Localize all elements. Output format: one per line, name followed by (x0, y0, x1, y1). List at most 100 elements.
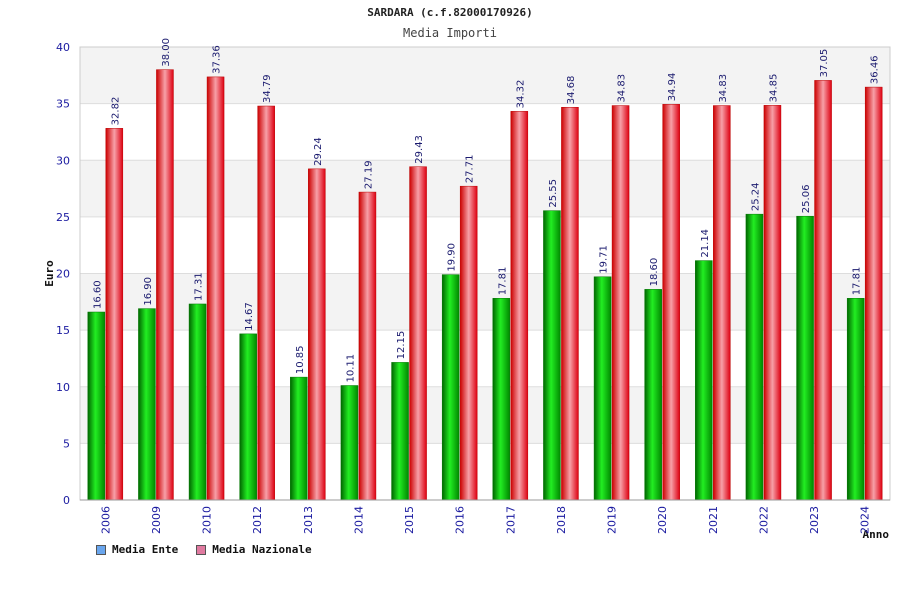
data-label: 25.24 (750, 183, 761, 212)
x-tick-label: 2024 (859, 506, 872, 534)
data-label: 17.31 (194, 272, 205, 301)
data-label: 19.71 (599, 245, 610, 274)
bar-media-ente-2009 (138, 308, 156, 501)
x-tick-label: 2012 (251, 506, 264, 534)
bar-media-nazionale-2023 (814, 80, 832, 501)
chart-title: SARDARA (c.f.82000170926) (367, 6, 533, 19)
legend: Media Ente Media Nazionale (96, 543, 312, 556)
x-tick-label: 2022 (757, 506, 770, 534)
y-tick-label: 30 (56, 154, 70, 167)
bar-media-ente-2024 (846, 298, 865, 501)
x-tick-label: 2013 (302, 506, 315, 534)
x-tick-label: 2020 (656, 506, 669, 534)
y-tick-label: 35 (56, 98, 70, 111)
data-label: 19.90 (447, 243, 458, 272)
data-label: 16.90 (143, 277, 154, 306)
bar-media-ente-2020 (644, 289, 662, 501)
data-label: 21.14 (700, 229, 711, 258)
bar-media-nazionale-2016 (459, 185, 478, 501)
bar-media-nazionale-2009 (156, 69, 174, 501)
bar-media-nazionale-2013 (308, 168, 326, 501)
data-label: 18.60 (649, 258, 660, 287)
data-label: 16.60 (92, 280, 103, 309)
data-label: 34.85 (768, 74, 779, 103)
data-label: 29.43 (414, 135, 425, 164)
data-label: 14.67 (244, 302, 255, 331)
bar-media-ente-2012 (239, 333, 257, 501)
data-label: 36.46 (870, 55, 881, 84)
bar-media-nazionale-2020 (662, 104, 680, 501)
x-tick-label: 2014 (352, 506, 365, 534)
data-label: 34.83 (617, 74, 628, 103)
y-tick-label: 40 (56, 41, 70, 54)
y-axis-label: Euro (43, 260, 56, 287)
legend-item-media-nazionale: Media Nazionale (196, 543, 312, 556)
data-label: 38.00 (161, 38, 172, 67)
bar-media-ente-2013 (290, 376, 308, 501)
x-tick-label: 2023 (808, 506, 821, 534)
x-tick-label: 2017 (504, 506, 517, 534)
bar-media-ente-2006 (87, 311, 106, 501)
bar-media-nazionale-2019 (611, 105, 630, 501)
chart-subtitle: Media Importi (403, 26, 497, 40)
x-tick-label: 2006 (99, 506, 112, 534)
y-tick-label: 25 (56, 211, 70, 224)
data-label: 27.19 (363, 160, 374, 189)
x-tick-label: 2018 (555, 506, 568, 534)
bar-media-ente-2016 (441, 274, 460, 501)
bar-media-ente-2019 (593, 276, 612, 501)
data-label: 34.79 (262, 74, 273, 103)
legend-label-media-ente: Media Ente (112, 543, 179, 556)
y-tick-label: 5 (63, 437, 70, 450)
legend-label-media-nazionale: Media Nazionale (212, 543, 312, 556)
bar-media-nazionale-2006 (105, 128, 124, 501)
bar-media-nazionale-2015 (409, 166, 427, 501)
x-tick-label: 2021 (707, 506, 720, 534)
y-tick-label: 20 (56, 268, 70, 281)
data-label: 25.06 (801, 185, 812, 214)
bar-media-ente-2021 (695, 260, 713, 501)
legend-swatch-media-nazionale (196, 544, 207, 555)
x-tick-label: 2016 (454, 506, 467, 534)
data-label: 37.36 (212, 45, 223, 74)
bar-media-ente-2017 (492, 298, 511, 501)
bar-media-ente-2014 (340, 385, 359, 501)
y-tick-label: 0 (63, 494, 70, 507)
x-tick-label: 2010 (201, 506, 214, 534)
bar-media-nazionale-2014 (358, 191, 377, 501)
y-tick-label: 10 (56, 381, 70, 394)
data-label: 34.83 (718, 74, 729, 103)
bar-media-ente-2022 (745, 213, 764, 501)
bar-media-nazionale-2024 (864, 86, 883, 501)
data-label: 10.85 (295, 345, 306, 374)
bar-media-nazionale-2022 (763, 105, 782, 501)
legend-swatch-media-ente (96, 544, 106, 555)
bar-media-nazionale-2010 (206, 76, 225, 501)
data-label: 34.68 (566, 76, 577, 105)
data-label: 32.82 (110, 97, 121, 126)
x-tick-label: 2019 (606, 506, 619, 534)
data-label: 12.15 (396, 331, 407, 360)
data-label: 34.94 (667, 73, 678, 102)
data-label: 29.24 (313, 137, 324, 166)
bar-media-nazionale-2018 (561, 106, 579, 501)
data-label: 17.81 (852, 267, 863, 296)
legend-item-media-ente: Media Ente (96, 543, 178, 556)
data-label: 37.05 (819, 49, 830, 78)
x-tick-label: 2009 (150, 506, 163, 534)
bar-media-nazionale-2021 (713, 105, 731, 501)
bar-media-ente-2018 (543, 210, 561, 501)
bar-media-nazionale-2017 (510, 111, 529, 501)
bar-media-ente-2010 (188, 303, 207, 501)
bar-media-ente-2015 (391, 362, 409, 501)
data-label: 25.55 (548, 179, 559, 208)
bar-media-nazionale-2012 (257, 105, 275, 501)
x-axis-label: Anno (863, 528, 890, 541)
data-label: 27.71 (465, 155, 476, 184)
y-tick-label: 15 (56, 324, 70, 337)
data-label: 10.11 (345, 354, 356, 383)
x-tick-label: 2015 (403, 506, 416, 534)
bar-media-ente-2023 (796, 215, 814, 501)
data-label: 17.81 (497, 267, 508, 296)
